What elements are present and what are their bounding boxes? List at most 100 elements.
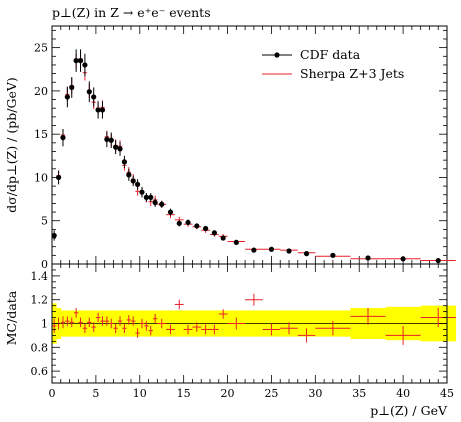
- y-tick-label: 25: [34, 42, 48, 55]
- ratio-point: [117, 316, 123, 326]
- y-axis-label: dσ/dp⊥(Z) / (pb/GeV): [4, 77, 19, 212]
- ratio-point: [131, 316, 136, 326]
- y-tick-label: 10: [34, 171, 48, 184]
- cdf-data-point: [152, 198, 158, 207]
- ratio-point: [126, 315, 131, 325]
- ratio-point: [262, 323, 281, 336]
- x-tick-label: 25: [264, 387, 278, 400]
- cdf-data-point: [185, 219, 191, 226]
- cdf-data-point: [211, 230, 217, 236]
- ratio-point: [350, 308, 386, 325]
- y-tick-label: 15: [34, 128, 48, 141]
- x-tick-label: 30: [308, 387, 322, 400]
- main-panel: 0 5 10 15 20 25 dσ/dp⊥(Z) / (pb/GeV): [4, 25, 456, 271]
- ratio-point: [210, 324, 219, 335]
- legend-cdf-label: CDF data: [300, 47, 361, 62]
- ratio-point: [60, 316, 66, 329]
- cdf-data-point: [148, 193, 154, 202]
- cdf-data-point: [121, 155, 128, 168]
- ratio-point: [122, 323, 127, 334]
- ratio-y-tick-label: 1.2: [31, 294, 49, 307]
- ratio-point: [166, 324, 175, 335]
- cdf-data-point: [365, 255, 371, 261]
- cdf-data-point: [91, 87, 97, 107]
- main-data-marks: [51, 49, 456, 264]
- cdf-data-point: [251, 247, 257, 253]
- cdf-data-point: [330, 252, 336, 258]
- ratio-point: [135, 328, 140, 338]
- ratio-y-tick-label: 1: [41, 318, 48, 331]
- ratio-y-axis-label: MC/data: [4, 290, 19, 345]
- ratio-point: [87, 317, 92, 328]
- ratio-point: [201, 324, 210, 335]
- ratio-point: [91, 322, 96, 332]
- cdf-data-point: [126, 168, 132, 181]
- ratio-y-tick-label: 0.8: [31, 341, 49, 354]
- cdf-data-point: [55, 170, 62, 185]
- chart-title: p⊥(Z) in Z → e⁺e⁻ events: [52, 5, 211, 20]
- cdf-data-point: [194, 223, 200, 229]
- y-tick-label: 0: [41, 258, 48, 271]
- cdf-data-point: [400, 256, 406, 262]
- cdf-data-point: [108, 132, 114, 149]
- ratio-point: [192, 322, 202, 332]
- cdf-data-point: [64, 86, 70, 108]
- ratio-point: [100, 316, 105, 326]
- ratio-data-marks: [52, 293, 456, 345]
- ratio-point: [152, 313, 158, 324]
- x-axis-label: p⊥(Z) / GeV: [370, 403, 448, 418]
- ratio-point: [174, 299, 184, 310]
- x-tick-label: 45: [440, 387, 454, 400]
- cdf-data-point: [176, 220, 182, 227]
- cdf-data-point: [130, 175, 136, 187]
- x-tick-label: 5: [92, 387, 99, 400]
- ratio-point: [69, 317, 74, 328]
- legend: CDF data Sherpa Z+3 Jets: [262, 47, 404, 81]
- ratio-point: [109, 318, 114, 329]
- ratio-point: [73, 308, 79, 318]
- x-tick-label: 10: [133, 387, 147, 400]
- ratio-point: [297, 328, 316, 343]
- cdf-data-point: [159, 200, 165, 208]
- cdf-data-point: [435, 257, 441, 264]
- cdf-data-point: [73, 49, 79, 72]
- ratio-point: [139, 318, 145, 329]
- cdf-data-point: [134, 179, 141, 190]
- cdf-data-point: [117, 141, 123, 156]
- cdf-data-point: [113, 140, 119, 155]
- ratio-point: [227, 317, 246, 330]
- cdf-data-point: [139, 186, 145, 198]
- legend-sherpa-label: Sherpa Z+3 Jets: [300, 66, 404, 81]
- cdf-data-point: [77, 49, 84, 72]
- ratio-point: [245, 293, 263, 306]
- ratio-axis-ticks: 0.6 0.8 1 1.2 1.4: [31, 263, 448, 384]
- cdf-data-point: [143, 193, 149, 202]
- x-tick-label: 35: [352, 387, 366, 400]
- x-tick-labels: 0 5 10 15 20 25 30 35 40 45: [49, 387, 455, 400]
- cdf-data-point: [60, 128, 66, 147]
- cdf-data-point: [268, 246, 275, 252]
- cdf-data-point: [233, 239, 239, 245]
- ratio-point: [420, 308, 456, 328]
- ratio-point: [280, 322, 298, 335]
- ratio-point: [78, 317, 83, 328]
- ratio-point: [95, 312, 101, 323]
- x-tick-label: 15: [177, 387, 191, 400]
- ratio-point: [82, 323, 88, 334]
- cdf-data-point: [167, 208, 174, 216]
- cdf-data-point: [104, 131, 110, 148]
- ratio-point: [183, 324, 193, 335]
- cdf-data-point: [86, 81, 92, 103]
- cdf-data-point: [286, 248, 292, 254]
- ratio-point: [385, 325, 421, 345]
- cdf-data-point: [51, 230, 57, 241]
- y-tick-label: 20: [34, 85, 48, 98]
- cdf-data-point: [303, 251, 310, 257]
- ratio-point: [148, 325, 153, 336]
- ratio-point: [52, 318, 57, 334]
- cdf-data-point: [99, 101, 106, 119]
- ratio-point: [65, 316, 70, 326]
- cdf-data-point: [69, 77, 75, 98]
- ratio-point: [113, 323, 118, 334]
